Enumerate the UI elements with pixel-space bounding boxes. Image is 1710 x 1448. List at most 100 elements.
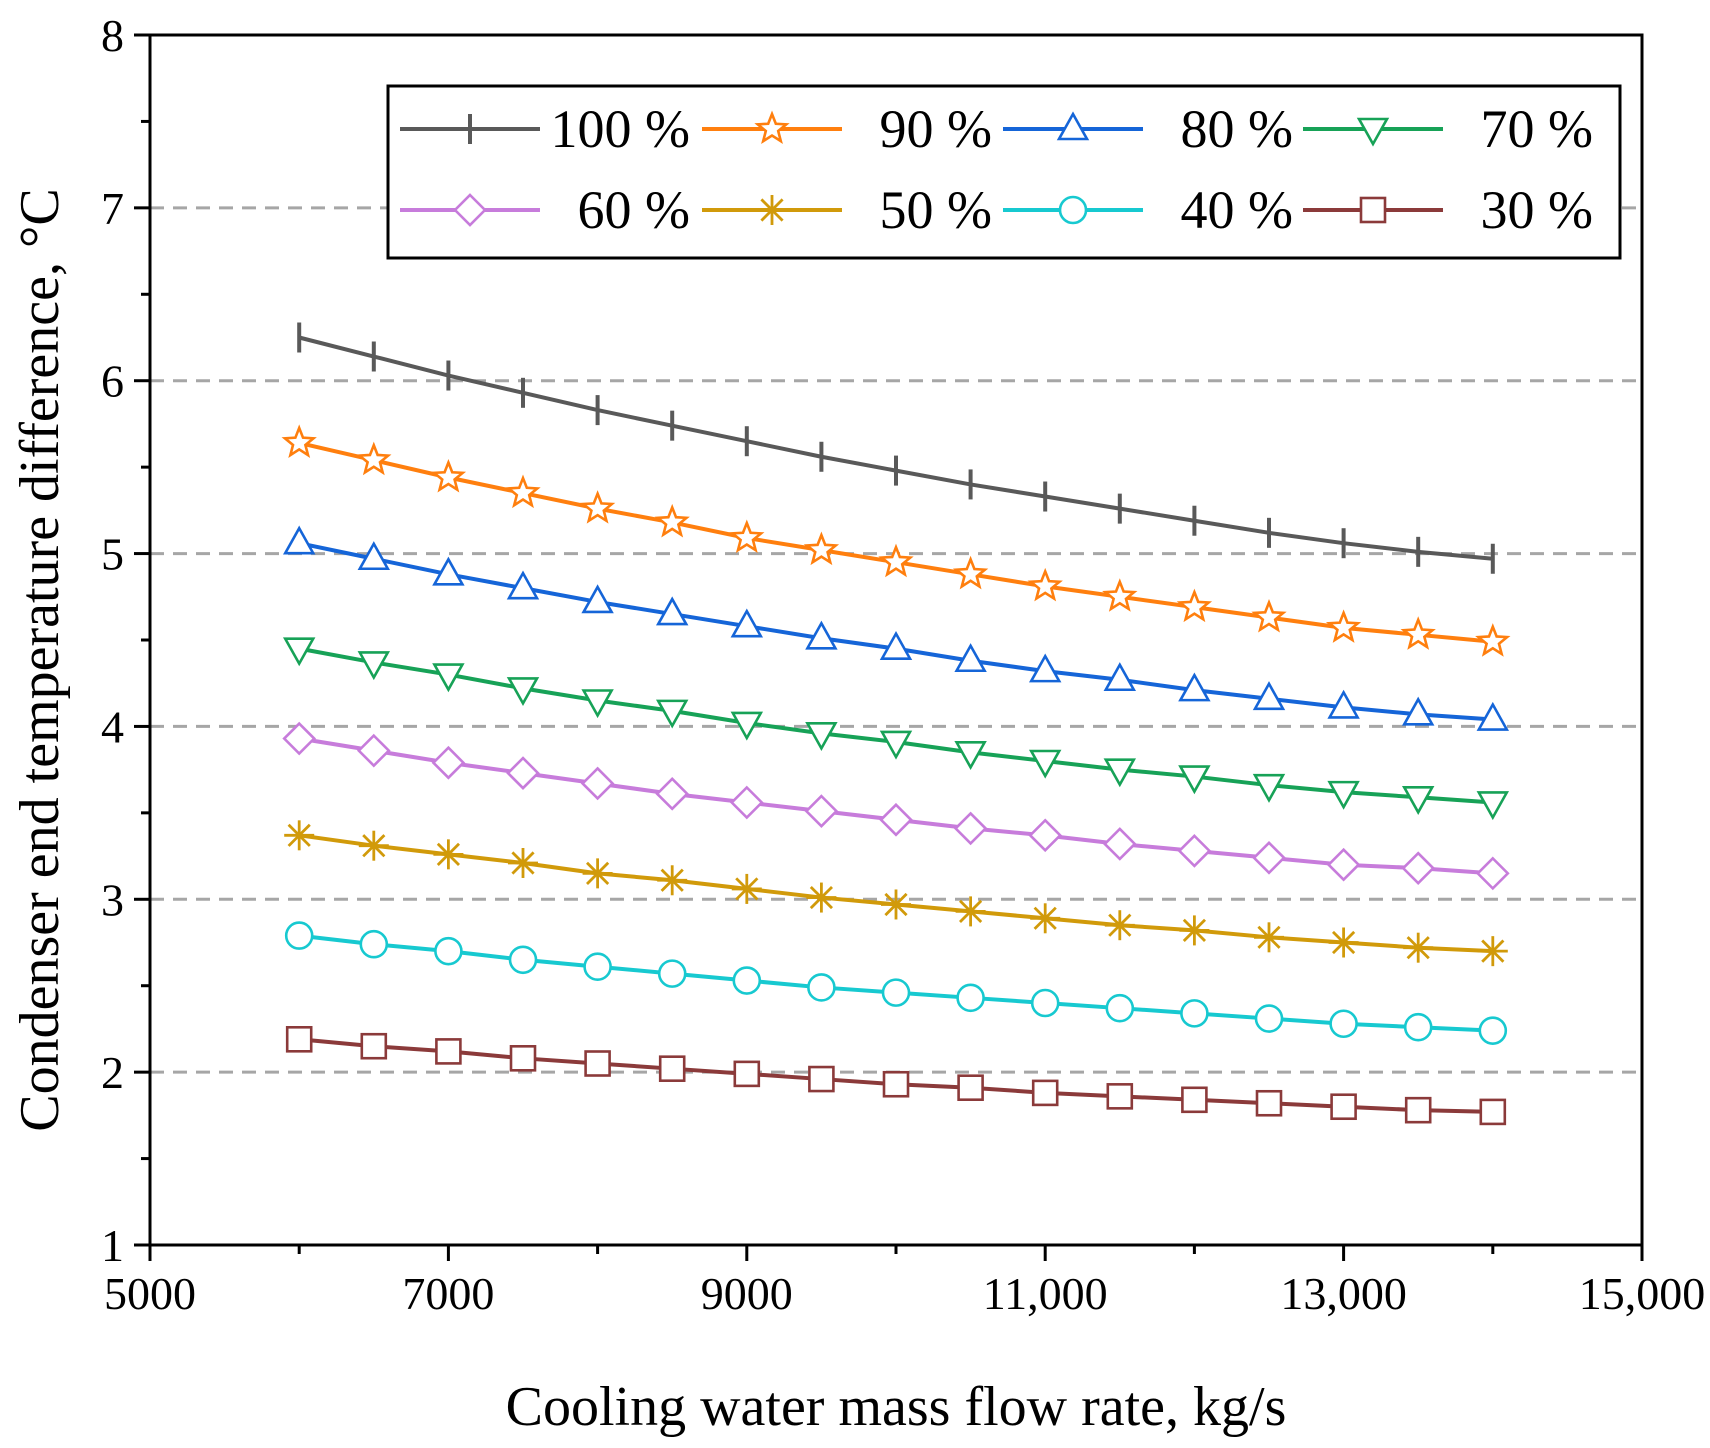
data-point [282, 721, 317, 756]
data-point [654, 503, 690, 538]
legend-item: 80 % [1003, 99, 1293, 159]
data-point [730, 608, 764, 638]
data-point [356, 733, 391, 768]
data-point [1058, 195, 1088, 225]
data-point [509, 1045, 537, 1072]
asterisk-stroke [1481, 939, 1505, 963]
data-point [435, 1038, 462, 1065]
data-point [881, 889, 911, 920]
data-point [1479, 1098, 1507, 1126]
data-point [431, 745, 466, 780]
asterisk-stroke [1033, 906, 1057, 930]
data-point [359, 929, 389, 959]
data-point [1179, 915, 1210, 946]
data-point [434, 936, 463, 966]
asterisk-stroke [511, 851, 535, 875]
data-point [1252, 840, 1286, 875]
data-point [1401, 785, 1435, 815]
data-point [508, 945, 538, 975]
data-point [879, 630, 913, 660]
x-tick-label: 7000 [402, 1268, 494, 1319]
y-tick-label: 7 [101, 183, 124, 234]
asterisk-stroke [1182, 918, 1206, 942]
data-point [757, 195, 787, 225]
data-point [1476, 701, 1510, 731]
data-point [1359, 196, 1387, 224]
asterisk-stroke [1257, 925, 1281, 949]
asterisk-stroke [959, 899, 983, 923]
legend-label: 70 % [1481, 99, 1593, 159]
data-point [732, 966, 762, 995]
data-point [658, 1055, 686, 1082]
data-point [284, 820, 315, 851]
data-point [284, 921, 314, 950]
data-point [360, 1032, 388, 1060]
data-point [1401, 696, 1435, 726]
data-point [581, 584, 614, 614]
data-point [1027, 567, 1063, 602]
legend-item: 70 % [1303, 99, 1593, 159]
y-tick-label: 2 [101, 1047, 124, 1098]
data-point [1028, 653, 1062, 683]
data-point [1104, 910, 1135, 941]
y-axis-title: Condenser end temperature difference, °C [9, 188, 71, 1131]
data-point [581, 689, 614, 719]
data-point [506, 677, 540, 707]
data-point [1180, 999, 1209, 1028]
data-point [584, 1050, 611, 1077]
series-50-percent [284, 820, 1508, 967]
data-point [1356, 117, 1390, 147]
data-point [655, 777, 690, 811]
data-point [285, 1026, 313, 1053]
data-point [1404, 1096, 1432, 1124]
data-point [1403, 1012, 1433, 1042]
data-point [357, 541, 391, 571]
data-point [729, 519, 765, 554]
legend-item: 100 % [400, 99, 690, 159]
legend: 100 % 90 % 80 % 70 % 60 % 50 % 40 % 30 % [400, 99, 1593, 240]
series-60-percent [282, 721, 1510, 891]
data-point [1030, 903, 1061, 934]
data-point [1254, 922, 1284, 953]
y-tick-label: 4 [101, 701, 124, 752]
data-point [730, 711, 764, 741]
series-40-percent [284, 921, 1508, 1045]
data-point [754, 110, 790, 145]
data-point [433, 839, 464, 870]
asterisk-stroke [760, 198, 784, 222]
data-point [803, 531, 840, 566]
data-point [733, 1060, 761, 1088]
data-point [1252, 773, 1286, 803]
data-point [1102, 827, 1137, 861]
series-100-percent [297, 322, 1495, 574]
data-point [506, 756, 540, 790]
asterisk-stroke [884, 892, 908, 917]
data-point [1105, 993, 1135, 1023]
data-point [508, 847, 538, 878]
data-point [1176, 588, 1213, 623]
legend-item: 90 % [702, 99, 992, 159]
data-point [583, 952, 612, 982]
data-point [655, 699, 689, 729]
data-point [582, 858, 613, 889]
data-point [879, 730, 913, 760]
y-tick-label: 6 [101, 356, 124, 407]
data-point [956, 983, 985, 1013]
data-point [432, 556, 465, 586]
data-point [1477, 936, 1508, 967]
legend-item: 40 % [1003, 180, 1293, 240]
legend-box [386, 84, 1622, 260]
data-point [804, 794, 839, 828]
data-point [1478, 1016, 1508, 1045]
data-point [655, 596, 689, 626]
y-tick-label: 1 [101, 1220, 124, 1271]
data-point [955, 896, 986, 927]
data-point [954, 643, 987, 673]
data-point [882, 1070, 910, 1098]
legend-label: 40 % [1181, 180, 1293, 240]
x-tick-label: 9000 [701, 1268, 793, 1319]
data-point [1106, 1083, 1134, 1110]
legend-item: 50 % [702, 180, 992, 240]
data-point [879, 802, 913, 837]
